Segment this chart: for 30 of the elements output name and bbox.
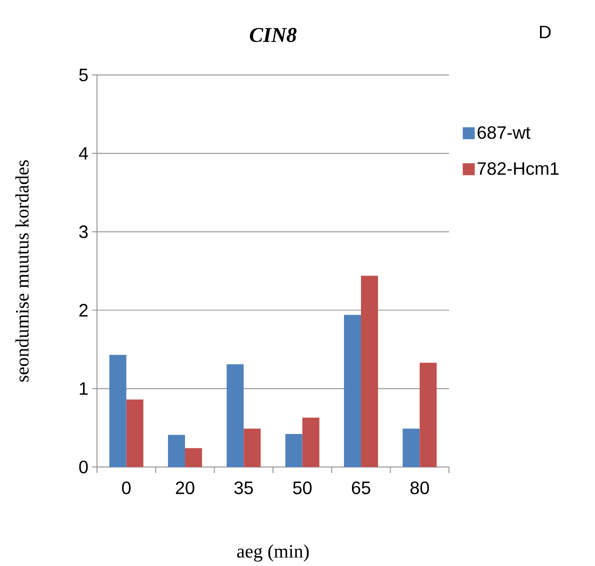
bar xyxy=(185,448,202,467)
x-axis-title: aeg (min) xyxy=(237,544,309,562)
x-tick-label: 80 xyxy=(410,481,429,494)
bar xyxy=(226,364,244,467)
bar xyxy=(168,434,186,467)
legend-label: 687-wt xyxy=(478,126,530,139)
y-tick-label: 0 xyxy=(79,460,88,474)
bar xyxy=(402,428,420,467)
x-tick-label: 20 xyxy=(176,481,194,494)
x-tick-label: 35 xyxy=(234,481,253,494)
y-tick-label: 1 xyxy=(80,382,88,395)
bar xyxy=(244,428,261,467)
y-tick-label: 4 xyxy=(78,147,88,160)
y-tick-label: 5 xyxy=(79,68,88,82)
bar xyxy=(285,434,302,467)
bar xyxy=(361,276,378,467)
x-tick-label: 0 xyxy=(122,481,131,494)
bar xyxy=(420,362,437,467)
legend-label: 782-Hcm1 xyxy=(478,162,559,175)
bar xyxy=(302,418,320,467)
x-tick-label: 50 xyxy=(293,481,312,494)
y-tick-label: 3 xyxy=(79,225,88,238)
bar xyxy=(344,314,361,467)
x-tick-label: 65 xyxy=(352,481,370,494)
text: D xyxy=(540,26,551,38)
y-tick-label: 2 xyxy=(79,304,88,316)
bar xyxy=(126,400,144,467)
y-axis-title: seondumise muutus kordades xyxy=(15,160,29,382)
chart-title: CIN8 xyxy=(250,28,297,42)
bar xyxy=(109,354,126,467)
